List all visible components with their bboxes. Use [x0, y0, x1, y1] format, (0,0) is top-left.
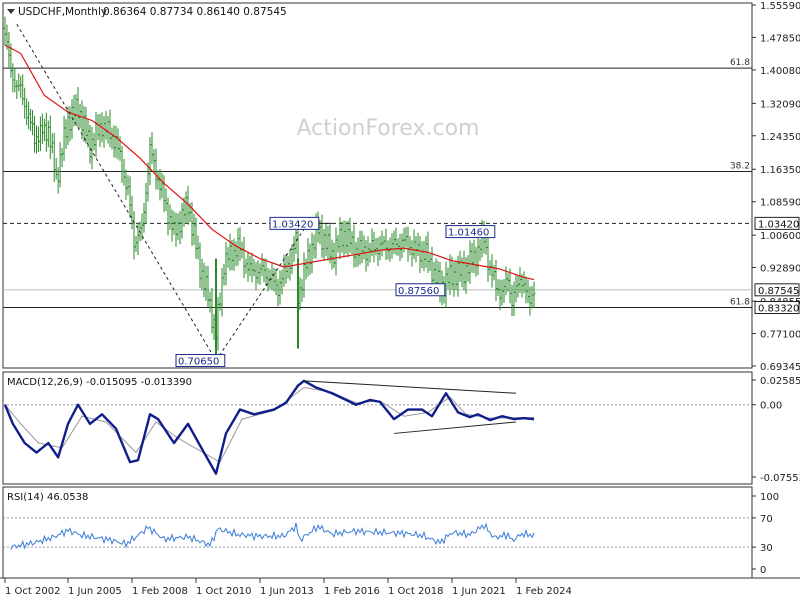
rsi-axis-label: 100: [760, 492, 779, 503]
price-axis-label: 1.08590: [760, 198, 800, 209]
price-axis-label: 0.92890: [760, 263, 800, 274]
macd-trendline: [393, 421, 517, 434]
time-axis-label: 1 Jun 2021: [452, 586, 506, 597]
price-tag-box: [754, 301, 800, 315]
header-ohlc: 0.86364 0.87734 0.86140 0.87545: [103, 6, 287, 18]
header-symbol: USDCHF,Monthly: [18, 6, 107, 18]
price-axis-label: 0.69345: [760, 362, 800, 373]
rsi-line: [10, 522, 535, 550]
macd-axis-label: -0.075535: [760, 473, 800, 484]
price-axis-label: 1.47850: [760, 33, 800, 44]
axis-price-tag: 0.87545: [754, 283, 800, 297]
time-axis-label: 1 Jun 2013: [260, 586, 314, 597]
annotation-text: 0.70650: [178, 357, 219, 368]
annotation-box: [445, 225, 496, 239]
price-axis-label: 1.24350: [760, 132, 800, 143]
annotation-text: 1.01460: [448, 228, 489, 239]
price-annotation: 0.70650: [175, 354, 226, 368]
annotation-box: [395, 283, 446, 297]
time-axis-label: 1 Jun 2005: [68, 586, 122, 597]
annotation-text: 1.03420: [272, 219, 313, 230]
annotation-text: 0.87560: [398, 286, 439, 297]
time-axis-label: 1 Oct 2018: [388, 586, 443, 597]
rsi-axis-label: 30: [760, 543, 773, 554]
rsi-axis-label: 70: [760, 514, 773, 525]
time-axis-label: 1 Feb 2008: [132, 586, 188, 597]
price-annotation: 1.03420: [269, 216, 320, 230]
time-axis-label: 1 Oct 2010: [196, 586, 251, 597]
rsi-axis-label: 0: [760, 565, 766, 576]
watermark: ActionForex.com: [297, 116, 480, 141]
price-tag-text: 0.83320: [758, 304, 799, 315]
level-label: 38.2: [730, 162, 750, 172]
panel-frame-macd: [2, 371, 753, 485]
price-tag-box: [754, 216, 800, 230]
moving-average-line: [4, 44, 535, 281]
price-axis-label: 1.40080: [760, 66, 800, 77]
price-axis-label: 1.16350: [760, 165, 800, 176]
rsi-title: RSI(14) 46.0538: [7, 492, 88, 503]
price-tag-text: 0.87545: [758, 286, 799, 297]
macd-line: [3, 379, 535, 475]
price-trendline: [16, 23, 217, 361]
price-axis-label: 0.77100: [760, 330, 800, 341]
price-axis-label: 1.00600: [760, 231, 800, 242]
price-axis-label: 1.32090: [760, 99, 800, 110]
macd-axis-label: 0.025858: [760, 376, 800, 387]
time-axis: 1 Oct 2002 1 Jun 2005 1 Feb 2008 1 Oct 2010…: [4, 578, 572, 597]
time-axis-label: 1 Feb 2016: [324, 586, 380, 597]
rsi-panel: RSI(14) 46.0538 100 70 30 0: [3, 492, 779, 576]
price-tag-box: [754, 283, 800, 297]
annotation-box: [175, 354, 226, 368]
axis-price-tag: 0.83320: [754, 301, 800, 315]
price-annotation: 1.01460: [445, 225, 496, 239]
time-axis-label: 1 Oct 2002: [5, 586, 60, 597]
macd-trendline: [303, 380, 517, 394]
macd-title: MACD(12,26,9) -0.015095 -0.013390: [7, 377, 192, 388]
annotation-box: [269, 216, 320, 230]
macd-panel: MACD(12,26,9) -0.015095 -0.013390 0.02585…: [3, 376, 800, 484]
price-tag-text: 1.03420: [758, 219, 799, 230]
macd-axis-label: 0.00: [760, 401, 782, 412]
axis-price-tag: 1.03420: [754, 216, 800, 230]
panel-frame-price: [2, 2, 753, 369]
dropdown-triangle-icon: [7, 9, 15, 14]
level-label: 61.8: [730, 298, 750, 308]
level-label: 61.8: [730, 58, 750, 68]
candles: [3, 16, 536, 361]
price-axis-label: 1.55590: [760, 1, 800, 12]
price-annotation: 0.87560: [395, 283, 446, 297]
time-axis-label: 1 Feb 2024: [516, 586, 572, 597]
price-axis: 1.55590 1.47850 1.40080 1.32090 1.24350 1.163…: [752, 1, 800, 373]
